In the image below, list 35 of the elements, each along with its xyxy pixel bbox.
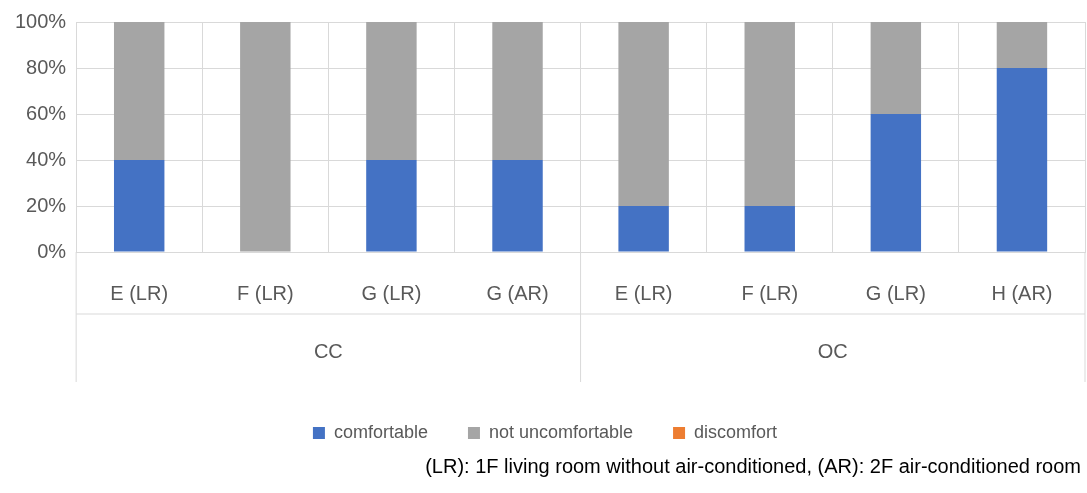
y-tick-label: 80% — [26, 55, 67, 78]
bar — [996, 68, 1048, 252]
bar — [996, 22, 1048, 68]
x-tick-label: H (AR) — [991, 281, 1053, 304]
bar — [113, 22, 165, 160]
x-tick-label: F (LR) — [236, 281, 294, 304]
text: CC — [313, 339, 343, 362]
y-tick-label: 0% — [37, 239, 67, 262]
bar — [618, 206, 669, 252]
y-tick-label: 100% — [15, 9, 67, 32]
bar — [618, 22, 669, 206]
x-tick-label: F (LR) — [741, 281, 799, 304]
x-tick-label: G (AR) — [486, 281, 549, 304]
x-tick-label: E (LR) — [110, 281, 169, 304]
text: OC — [817, 339, 848, 362]
y-tick-label: 60% — [26, 101, 67, 124]
bar — [870, 114, 922, 252]
bar — [870, 22, 922, 114]
legend-label: comfortable — [333, 421, 428, 442]
bar — [492, 22, 543, 160]
bar — [113, 160, 165, 252]
bar — [744, 206, 795, 252]
bar — [366, 22, 417, 160]
x-tick-label: E (LR) — [614, 281, 673, 304]
legend-label: discomfort — [694, 421, 778, 442]
bar — [240, 22, 291, 252]
bar — [744, 22, 795, 206]
bar — [492, 160, 543, 252]
text: (LR): 1F living room without air-conditioned, (AR): 2F air-conditioned room — [424, 455, 1082, 478]
x-tick-label: G (LR) — [865, 281, 926, 304]
y-tick-label: 40% — [26, 147, 67, 170]
legend-label: not uncomfortable — [488, 421, 634, 442]
y-tick-label: 20% — [26, 193, 67, 216]
bar — [366, 160, 417, 252]
x-tick-label: G (LR) — [361, 281, 422, 304]
